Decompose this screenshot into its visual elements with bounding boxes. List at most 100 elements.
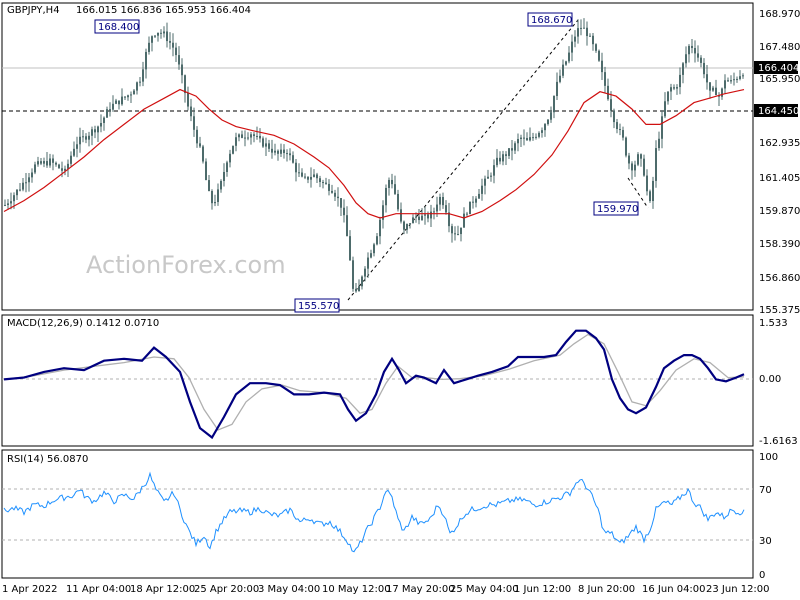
candle-body — [406, 224, 408, 230]
time-tick-label: 3 May 04:00 — [258, 584, 320, 595]
candle-body — [595, 44, 597, 51]
candle-body — [82, 136, 84, 138]
candle-body — [331, 190, 333, 193]
candlestick-series — [4, 18, 744, 293]
candle-body — [454, 233, 456, 235]
candle-body — [52, 158, 54, 163]
candle-body — [376, 236, 378, 245]
price-tick-label: 159.870 — [759, 206, 800, 217]
macd-signal-line — [3, 333, 745, 431]
price-tick-label: 161.405 — [759, 173, 800, 184]
candle-body — [301, 172, 303, 177]
candle-body — [274, 150, 276, 153]
candle-body — [268, 143, 270, 149]
time-axis: 1 Apr 2022 11 Apr 04:00 18 Apr 12:00 25 … — [2, 584, 770, 595]
candle-body — [511, 148, 513, 151]
candle-body — [472, 201, 474, 203]
annotations: 168.400 155.570 168.670 159.970 — [94, 12, 639, 313]
annotation-box-high-1 — [94, 19, 140, 34]
candle-body — [334, 192, 336, 197]
candle-body — [190, 106, 192, 117]
candle-body — [46, 161, 48, 166]
candle-body — [391, 179, 393, 185]
candle-body — [325, 182, 327, 184]
zigzag-down-line — [627, 177, 649, 209]
price-tick-label: 156.860 — [759, 273, 800, 284]
candle-body — [4, 204, 6, 206]
candle-body — [169, 41, 171, 43]
candle-body — [22, 182, 24, 190]
annotation-high-2: 168.670 — [531, 15, 572, 26]
candle-body — [292, 155, 294, 163]
candle-body — [265, 143, 267, 147]
candle-body — [64, 168, 66, 171]
candle-body — [682, 63, 684, 75]
candle-body — [469, 201, 471, 215]
candle-body — [208, 180, 210, 191]
candle-body — [397, 193, 399, 210]
candle-body — [76, 144, 78, 149]
candle-body — [346, 215, 348, 237]
macd-tick-label: 0.00 — [759, 374, 781, 385]
candle-body — [553, 96, 555, 113]
candle-body — [415, 216, 417, 218]
candle-body — [163, 31, 165, 34]
candle-body — [430, 211, 432, 219]
candle-body — [667, 91, 669, 102]
candle-body — [226, 162, 228, 172]
candle-body — [142, 69, 144, 82]
candle-body — [607, 85, 609, 100]
candle-body — [484, 178, 486, 186]
candle-body — [598, 50, 600, 61]
candle-body — [88, 135, 90, 140]
annotation-box-low-2 — [593, 201, 639, 216]
candle-body — [370, 253, 372, 258]
candle-body — [247, 137, 249, 139]
candle-body — [685, 54, 687, 64]
candle-body — [214, 202, 216, 204]
candle-body — [721, 88, 723, 97]
candle-body — [16, 189, 18, 196]
candle-body — [235, 137, 237, 146]
macd-tick-label: 1.533 — [759, 318, 788, 329]
candle-body — [619, 129, 621, 131]
candle-body — [583, 27, 585, 29]
candle-body — [499, 157, 501, 162]
candle-body — [559, 75, 561, 82]
candle-body — [421, 215, 423, 221]
candle-body — [7, 203, 9, 206]
candle-body — [85, 136, 87, 140]
candle-body — [670, 87, 672, 92]
price-axis: 168.970 167.480 165.950 162.935 161.405 … — [754, 9, 800, 316]
candle-body — [355, 288, 357, 292]
candle-body — [661, 116, 663, 139]
time-tick-label: 1 Apr 2022 — [2, 584, 57, 595]
candle-body — [115, 100, 117, 104]
candle-body — [481, 185, 483, 194]
price-title: GBPJPY,H4 — [7, 5, 60, 16]
candle-body — [10, 201, 12, 204]
candle-body — [262, 138, 264, 147]
candle-body — [73, 148, 75, 156]
price-tick-label: 162.935 — [759, 138, 800, 149]
candle-body — [445, 205, 447, 213]
candle-body — [364, 268, 366, 277]
candle-body — [316, 174, 318, 179]
candle-body — [556, 81, 558, 97]
candle-body — [100, 122, 102, 127]
candle-body — [181, 64, 183, 76]
candle-body — [478, 193, 480, 199]
candle-body — [427, 214, 429, 219]
candle-body — [91, 129, 93, 136]
candle-body — [385, 187, 387, 206]
rsi-tick-label: 70 — [759, 485, 772, 496]
candle-body — [457, 234, 459, 236]
candle-body — [727, 80, 729, 82]
candle-body — [133, 90, 135, 95]
macd-title: MACD(12,26,9) 0.1412 0.0710 — [7, 318, 159, 329]
candle-body — [643, 158, 645, 176]
candle-body — [565, 61, 567, 65]
candle-body — [442, 197, 444, 206]
candle-body — [241, 134, 243, 138]
current-price-label: 166.404 — [758, 63, 799, 74]
